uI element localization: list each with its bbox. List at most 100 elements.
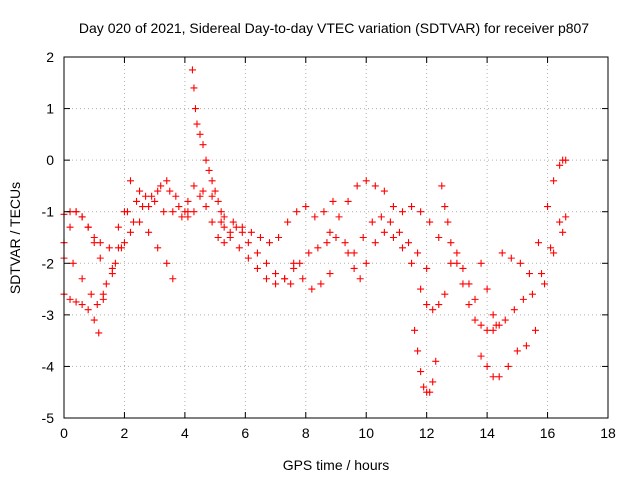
data-point: [114, 244, 122, 252]
data-point: [559, 228, 567, 236]
data-point: [142, 192, 150, 200]
data-point: [169, 275, 177, 283]
data-point: [435, 234, 443, 241]
data-point: [208, 218, 216, 226]
data-point: [136, 187, 144, 195]
data-point: [323, 239, 331, 247]
data-point: [405, 239, 413, 247]
data-point: [538, 270, 546, 278]
data-point: [483, 362, 491, 370]
data-point: [111, 259, 119, 267]
data-point: [208, 192, 216, 200]
data-point: [190, 208, 198, 216]
data-point: [510, 306, 518, 314]
y-tick-label: -5: [42, 410, 55, 426]
data-point: [344, 249, 352, 257]
data-point: [120, 208, 128, 216]
x-tick-label: 14: [479, 425, 495, 441]
data-point: [99, 295, 107, 303]
data-point: [513, 347, 521, 355]
data-point: [556, 161, 564, 169]
data-point: [483, 285, 491, 293]
data-point: [190, 182, 198, 190]
data-point: [220, 223, 228, 231]
data-point: [423, 301, 431, 309]
data-point: [84, 306, 92, 314]
data-point: [320, 208, 328, 216]
data-point: [178, 213, 186, 221]
data-point: [157, 182, 165, 190]
series-track-3: [60, 218, 177, 309]
data-point: [244, 239, 252, 247]
data-point: [244, 254, 252, 262]
data-point: [72, 208, 80, 216]
data-point: [69, 259, 77, 267]
data-point: [447, 259, 455, 267]
data-point: [72, 298, 80, 306]
y-tick-label: 1: [46, 101, 54, 117]
data-point: [247, 228, 255, 236]
data-point: [426, 388, 434, 396]
data-point: [275, 234, 283, 241]
data-point: [272, 280, 280, 288]
data-point: [299, 275, 307, 283]
x-tick-label: 0: [60, 425, 68, 441]
data-point: [417, 368, 425, 376]
data-point: [133, 197, 141, 205]
data-point: [229, 218, 237, 226]
data-point: [314, 244, 322, 252]
data-point: [184, 213, 192, 221]
y-tick-label: 2: [46, 49, 54, 65]
data-point: [489, 373, 497, 381]
data-point: [438, 182, 446, 190]
data-point: [126, 177, 134, 185]
data-point: [544, 203, 552, 211]
data-point: [202, 203, 210, 211]
data-point: [501, 316, 509, 324]
data-point: [353, 182, 361, 190]
data-point: [411, 326, 419, 334]
data-point: [408, 259, 416, 267]
data-point: [444, 218, 452, 226]
data-point: [414, 249, 422, 257]
data-point: [78, 275, 86, 283]
data-point: [547, 244, 555, 252]
data-point: [562, 156, 570, 164]
y-axis-label: SDTVAR / TECUs: [7, 182, 23, 294]
data-point: [160, 208, 168, 216]
data-point: [398, 244, 406, 252]
data-point: [130, 218, 138, 226]
data-point: [199, 187, 207, 195]
data-point: [284, 218, 292, 226]
data-point: [256, 234, 264, 241]
series-track-16: [441, 249, 497, 319]
data-point: [272, 270, 280, 278]
data-point: [326, 228, 334, 236]
y-tick-label: -4: [42, 358, 55, 374]
data-point: [471, 295, 479, 303]
data-point: [208, 177, 216, 185]
data-point: [362, 259, 370, 267]
x-axis-label: GPS time / hours: [283, 457, 390, 473]
data-point: [220, 239, 228, 247]
data-point: [483, 326, 491, 334]
x-tick-label: 4: [181, 425, 189, 441]
data-point: [541, 280, 549, 288]
data-point: [368, 218, 376, 226]
x-tick-label: 12: [419, 425, 435, 441]
data-point: [395, 228, 403, 236]
data-point: [414, 347, 422, 355]
data-point: [477, 321, 485, 329]
data-point: [492, 321, 500, 329]
data-point: [136, 218, 144, 226]
data-point: [281, 275, 289, 283]
data-point: [90, 239, 98, 247]
data-point: [163, 177, 171, 185]
data-point: [380, 187, 388, 195]
x-tick-label: 6: [241, 425, 249, 441]
data-point: [459, 264, 467, 272]
y-tick-label: -1: [42, 204, 55, 220]
data-point: [154, 244, 162, 252]
series-track-18: [477, 228, 567, 381]
